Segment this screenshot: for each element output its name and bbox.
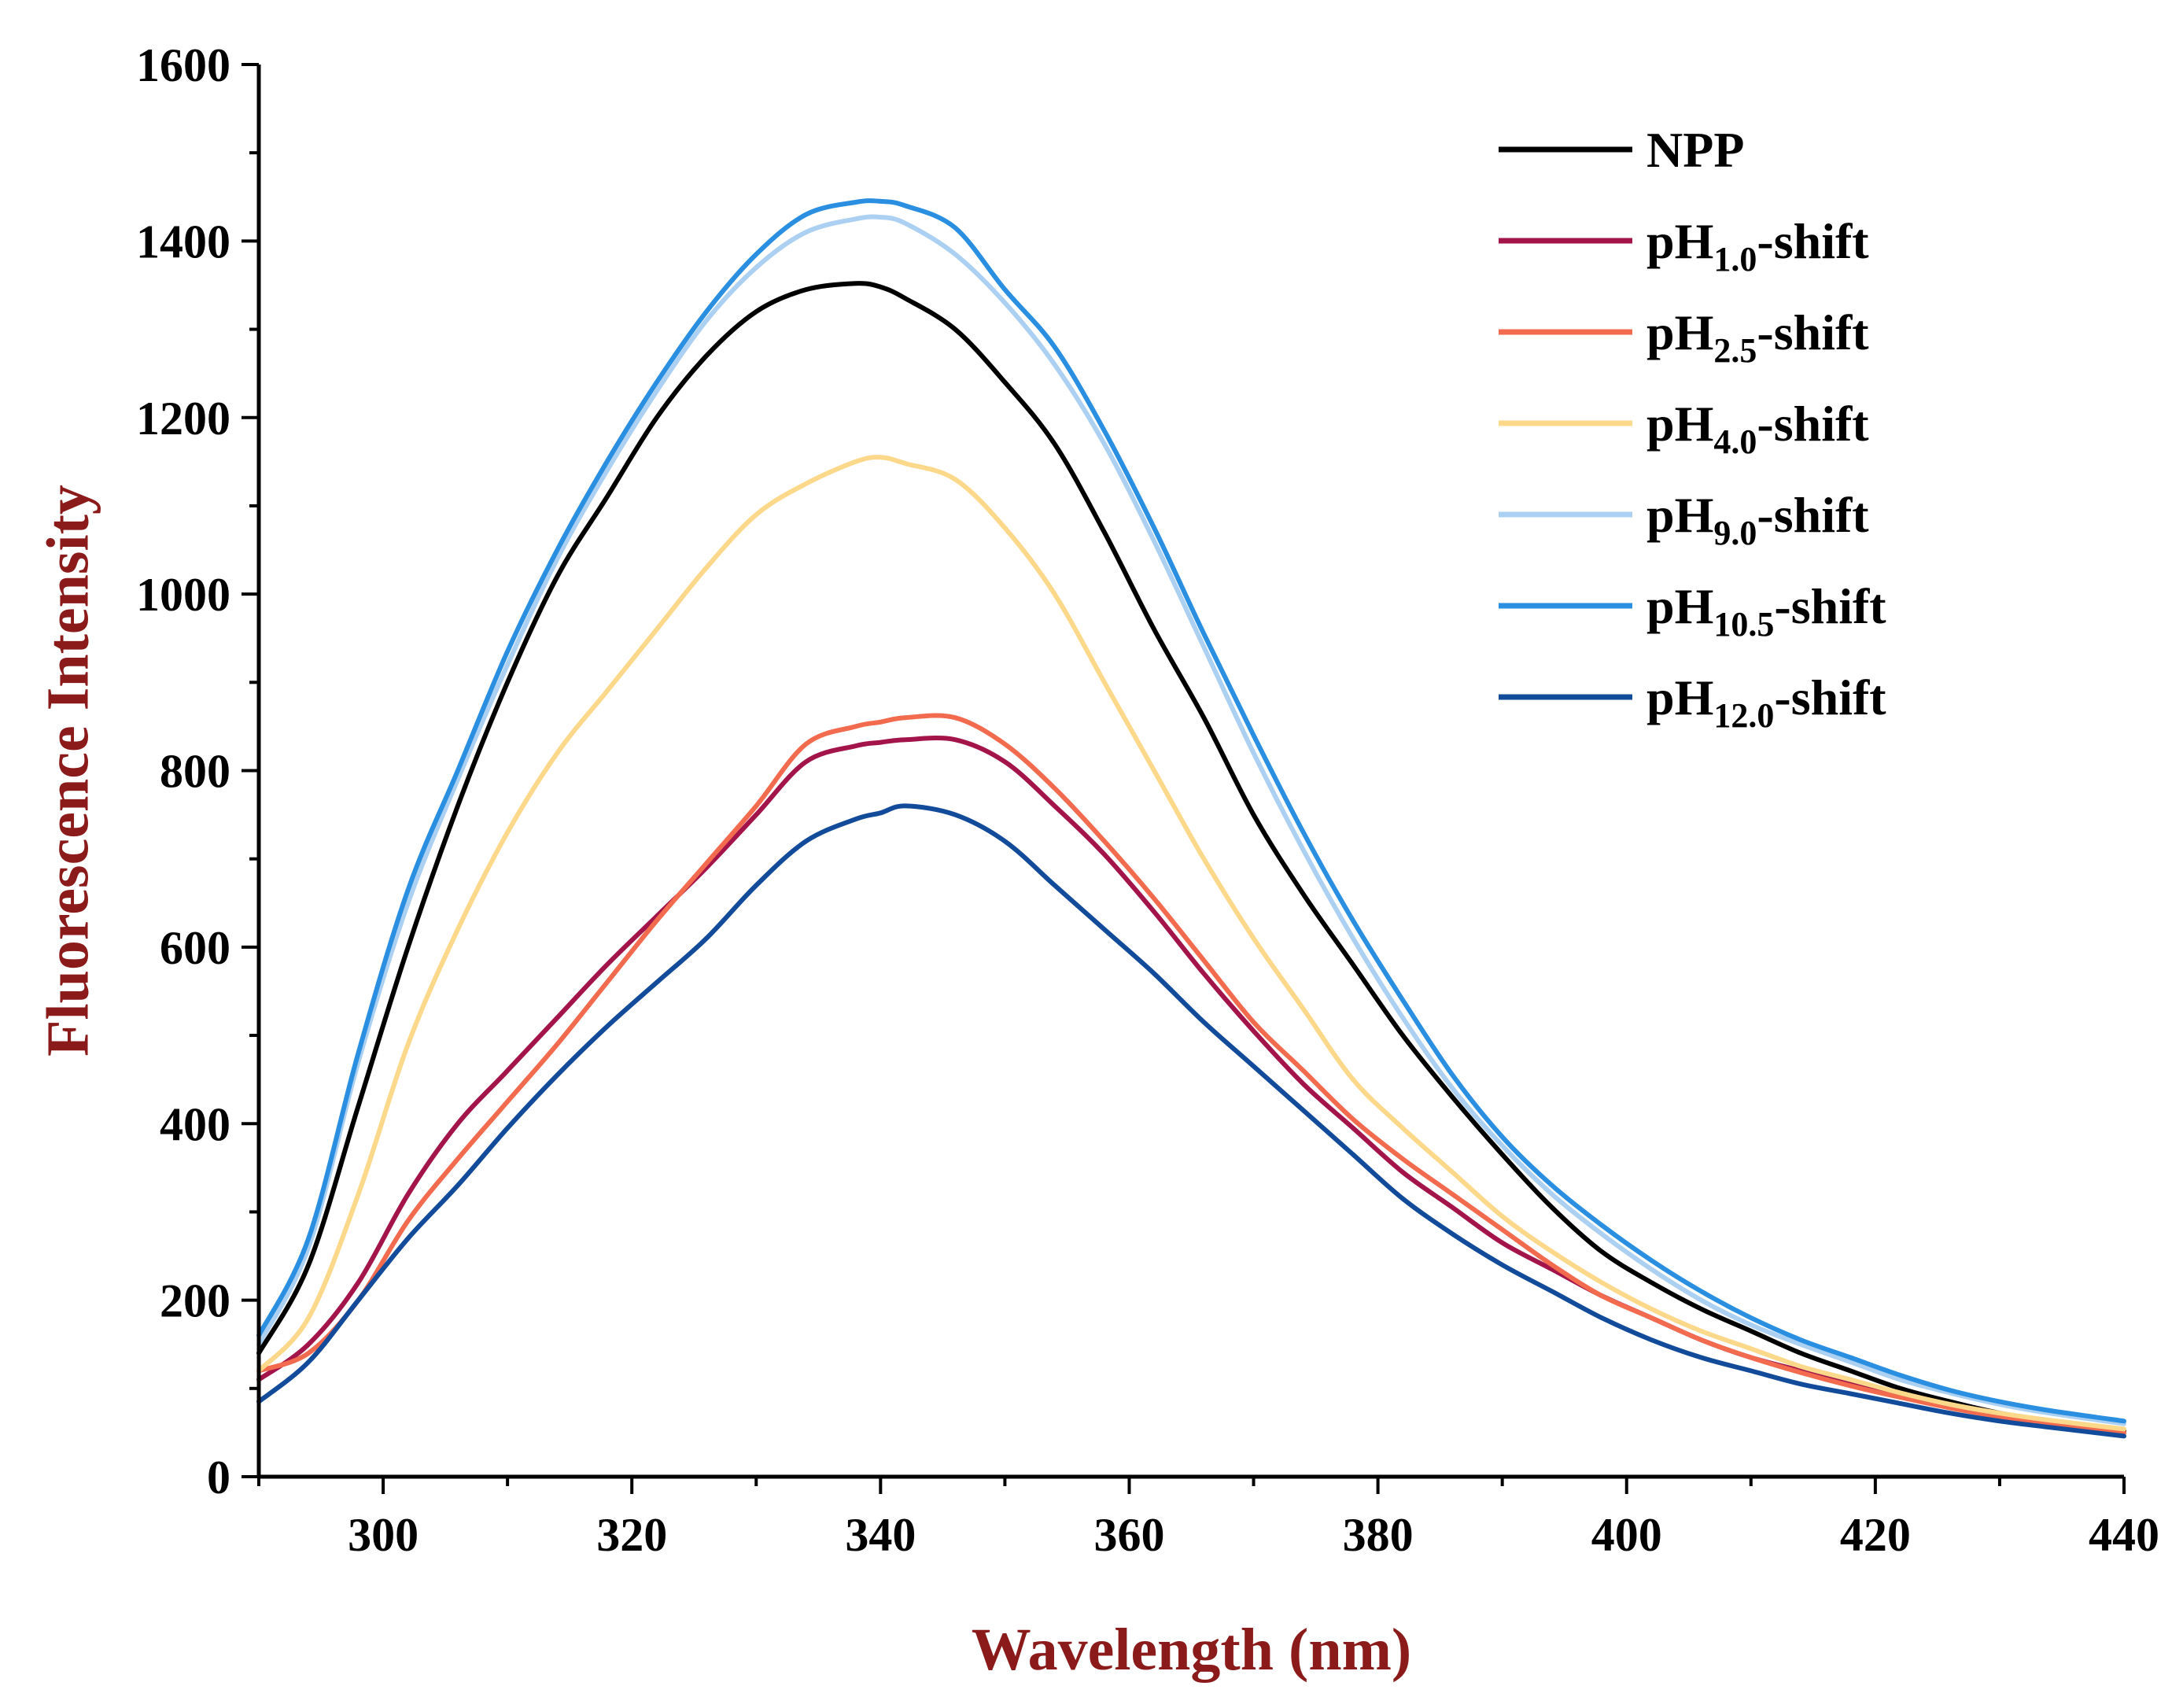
y-tick-label: 400: [160, 1098, 230, 1150]
y-tick-label: 200: [160, 1275, 230, 1327]
legend-label-subscript: 1.0: [1713, 240, 1757, 279]
legend-label-suffix: -shift: [1757, 396, 1869, 452]
legend-label-subscript: 10.5: [1713, 605, 1774, 644]
x-tick-label: 340: [845, 1509, 916, 1561]
legend-label-ph4-0-shift: pH4.0-shift: [1646, 396, 1869, 461]
legend-label-main: pH: [1646, 578, 1713, 634]
legend-label-suffix: -shift: [1757, 487, 1869, 543]
legend: NPPpH1.0-shiftpH2.5-shiftpH4.0-shiftpH9.…: [1499, 122, 1886, 735]
x-axis-ticks: 300 320 340 360 380 400 420 440: [257, 1477, 2159, 1561]
legend-label-subscript: 2.5: [1713, 331, 1757, 370]
legend-label-ph9-0-shift: pH9.0-shift: [1646, 487, 1869, 552]
series-line-ph2-5-shift: [256, 713, 2126, 1435]
y-tick-label: 600: [160, 922, 230, 974]
legend-label-suffix: -shift: [1774, 578, 1886, 634]
legend-label-main: pH: [1646, 213, 1713, 269]
x-tick-label: 420: [1840, 1509, 1911, 1561]
y-tick-label: 800: [160, 746, 230, 798]
x-tick-label: 440: [2089, 1509, 2159, 1561]
legend-label-ph1-0-shift: pH1.0-shift: [1646, 213, 1869, 279]
legend-label-main: NPP: [1646, 122, 1744, 178]
y-tick-label: 1600: [136, 39, 230, 91]
series-lines: [256, 198, 2126, 1439]
series-line-npp: [256, 281, 2126, 1433]
series-line-ph12-0-shift: [256, 803, 2126, 1439]
legend-label-suffix: -shift: [1757, 213, 1869, 269]
legend-label-ph12-0-shift: pH12.0-shift: [1646, 670, 1886, 735]
x-axis-title: Wavelength (nm): [972, 1617, 1411, 1683]
y-axis-title: Fluorescence Intensity: [35, 485, 101, 1057]
series-line-ph9-0-shift: [256, 214, 2126, 1426]
legend-label-suffix: -shift: [1757, 304, 1869, 360]
y-tick-label: 1200: [136, 393, 230, 445]
legend-label-npp: NPP: [1646, 122, 1744, 178]
legend-label-ph2-5-shift: pH2.5-shift: [1646, 304, 1869, 370]
legend-label-main: pH: [1646, 304, 1713, 360]
legend-label-ph10-5-shift: pH10.5-shift: [1646, 578, 1886, 644]
x-tick-label: 400: [1591, 1509, 1662, 1561]
legend-label-subscript: 12.0: [1713, 696, 1774, 735]
legend-label-subscript: 9.0: [1713, 514, 1757, 552]
y-tick-label: 1000: [136, 569, 230, 621]
y-tick-label: 0: [207, 1452, 230, 1503]
x-tick-label: 380: [1343, 1509, 1414, 1561]
series-line-ph4-0-shift: [256, 455, 2126, 1432]
y-axis-ticks: 0 200 400 600 800 1000 1200 1400 1600: [136, 39, 259, 1503]
legend-label-main: pH: [1646, 487, 1713, 543]
x-tick-label: 360: [1093, 1509, 1164, 1561]
series-line-ph1-0-shift: [256, 736, 2126, 1435]
series-line-ph10-5-shift: [256, 198, 2126, 1424]
legend-label-main: pH: [1646, 396, 1713, 452]
x-tick-label: 300: [348, 1509, 419, 1561]
legend-label-main: pH: [1646, 670, 1713, 725]
legend-label-subscript: 4.0: [1713, 422, 1757, 461]
x-tick-label: 320: [596, 1509, 667, 1561]
legend-label-suffix: -shift: [1774, 670, 1886, 725]
y-tick-label: 1400: [136, 216, 230, 267]
